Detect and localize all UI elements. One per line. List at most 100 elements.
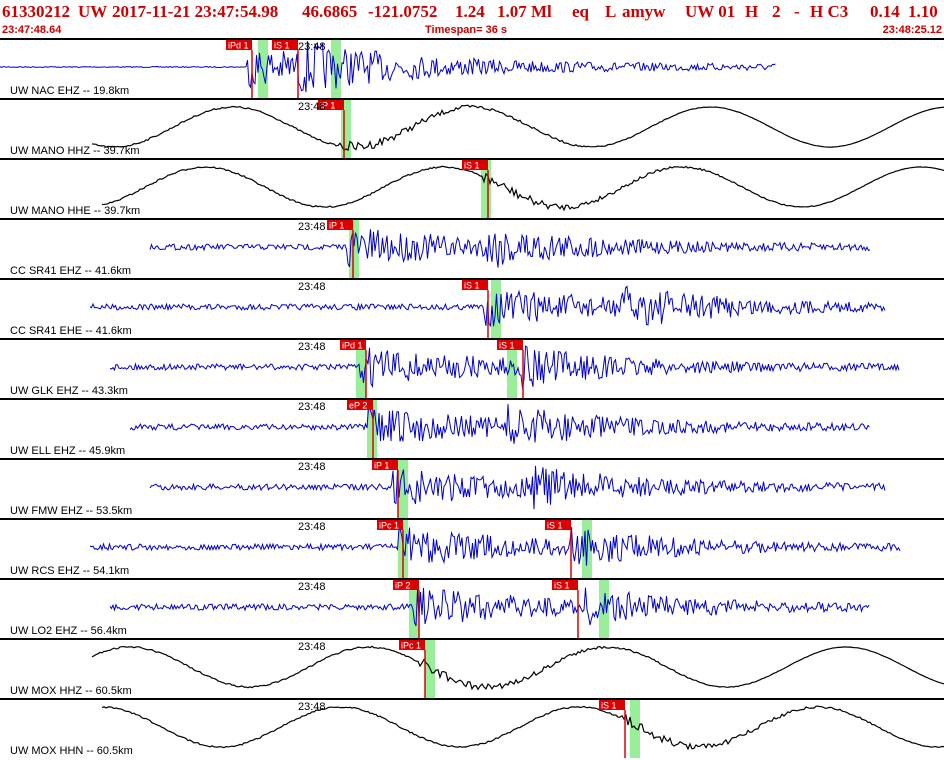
last-value: 1.10 (908, 2, 938, 21)
waveform-trace (149, 229, 871, 268)
seismogram-track[interactable]: iS 1 UW MANO HHE -- 39.7km (0, 158, 944, 218)
trace-canvas[interactable]: iP 1 (0, 460, 944, 518)
pick-flag[interactable] (545, 520, 571, 530)
event-header: 61330212 UW 2017-11-21 23:47:54.98 46.68… (0, 0, 944, 24)
pick-flag-label: iS 1 (499, 341, 515, 351)
pick-flag[interactable] (462, 280, 488, 290)
station-label: UW MANO HHE -- 39.7km (10, 205, 141, 217)
pick-window (398, 460, 408, 518)
pick-flag-label: iS 1 (554, 581, 570, 591)
pick-flag[interactable] (226, 40, 252, 50)
pick-flag[interactable] (340, 340, 366, 350)
seismogram-track[interactable]: iP 1 23:48 UW FMW EHZ -- 53.5km (0, 458, 944, 518)
time-tick-label: 23:48 (298, 641, 326, 653)
seismogram-panel[interactable]: iPd 1 iS 1 23:48 UW NAC EHZ -- 19.8km iP 1 23… (0, 38, 944, 760)
time-bar: 23:47:48.64 Timespan= 36 s 23:48:25.12 (0, 24, 944, 38)
trace-canvas[interactable]: iP 1 (0, 220, 944, 278)
trace-canvas[interactable]: iS 1 (0, 280, 944, 338)
pick-flag-label: iPc 1 (379, 521, 399, 531)
pick-flag[interactable] (399, 640, 425, 650)
pick-flag-label: iS 1 (601, 701, 617, 711)
pick-flag[interactable] (599, 700, 625, 710)
time-tick-label: 23:48 (298, 461, 326, 473)
trace-canvas[interactable]: iP 2 iS 1 (0, 580, 944, 638)
pick-window (331, 40, 341, 98)
pick-flag[interactable] (272, 40, 298, 50)
h-flag: H (745, 2, 759, 21)
seismogram-track[interactable]: eP 2 23:48 UW ELL EHZ -- 45.9km (0, 398, 944, 458)
pick-flag-label: iPc 1 (401, 641, 421, 651)
pick-flag[interactable] (318, 100, 344, 110)
trace-canvas[interactable]: iPc 1 iS 1 (0, 520, 944, 578)
waveform-trace (109, 345, 900, 389)
waveform-trace (101, 705, 944, 751)
pick-window (349, 220, 359, 278)
seismogram-track[interactable]: iP 1 23:48 UW MANO HHZ -- 39.7km (0, 98, 944, 158)
review-flag: L (605, 2, 617, 21)
time-tick-label: 23:48 (298, 701, 326, 713)
time-tick-label: 23:48 (298, 581, 326, 593)
timespan: Timespan= 36 s (425, 24, 508, 36)
time-tick-label: 23:48 (298, 41, 326, 53)
station-label: UW MOX HHN -- 60.5km (10, 745, 133, 757)
seismogram-track[interactable]: iPd 1 iS 1 23:48 UW GLK EHZ -- 43.3km (0, 338, 944, 398)
event-id: 61330212 (2, 2, 70, 21)
waveform-trace (91, 645, 944, 691)
station-label: CC SR41 EHZ -- 41.6km (10, 265, 132, 277)
field-2: 2 (772, 2, 781, 21)
waveform-trace (149, 465, 886, 510)
pick-flag-label: iS 1 (274, 41, 290, 51)
pick-flag[interactable] (372, 460, 398, 470)
pick-flag[interactable] (497, 340, 523, 350)
pick-flag-label: iP 1 (374, 461, 389, 471)
pick-flag-label: iS 1 (547, 521, 563, 531)
pick-window (630, 700, 640, 758)
station-label: CC SR41 EHE -- 41.6km (10, 325, 132, 337)
event-longitude: -121.0752 (368, 2, 438, 21)
trace-canvas[interactable]: iS 1 (0, 160, 944, 218)
pick-window (367, 400, 377, 458)
station-label: UW GLK EHZ -- 43.3km (10, 385, 128, 397)
trace-canvas[interactable]: iS 1 (0, 700, 944, 758)
seismogram-track[interactable]: iP 2 iS 1 23:48 UW LO2 EHZ -- 56.4km (0, 578, 944, 638)
seismogram-track[interactable]: iPc 1 23:48 UW MOX HHZ -- 60.5km (0, 638, 944, 698)
seismogram-track[interactable]: iS 1 23:48 UW MOX HHN -- 60.5km (0, 698, 944, 758)
quality: H C3 (810, 2, 849, 21)
station-label: UW MANO HHZ -- 39.7km (10, 145, 140, 157)
seismogram-track[interactable]: iS 1 23:48 CC SR41 EHE -- 41.6km (0, 278, 944, 338)
pick-window (341, 100, 351, 158)
trace-canvas[interactable]: iPc 1 (0, 640, 944, 698)
time-tick-label: 23:48 (298, 281, 326, 293)
pick-flag-label: iP 2 (395, 581, 410, 591)
seismogram-track[interactable]: iPd 1 iS 1 23:48 UW NAC EHZ -- 19.8km (0, 38, 944, 98)
time-tick-label: 23:48 (298, 401, 326, 413)
station-label: UW NAC EHZ -- 19.8km (10, 85, 130, 97)
origin-time: 2017-11-21 23:47:54.98 (112, 2, 279, 21)
time-tick-label: 23:48 (298, 341, 326, 353)
trace-canvas[interactable]: iPd 1 iS 1 (0, 340, 944, 398)
pick-flag[interactable] (552, 580, 578, 590)
trace-canvas[interactable]: iPd 1 iS 1 (0, 40, 944, 98)
event-type: eq (572, 2, 589, 21)
analyst: amyw (622, 2, 666, 21)
pick-window (507, 340, 517, 398)
station-label: UW FMW EHZ -- 53.5km (10, 505, 133, 517)
station-label: UW ELL EHZ -- 45.9km (10, 445, 126, 457)
pick-flag[interactable] (347, 400, 373, 410)
time-tick-label: 23:48 (298, 221, 326, 233)
pick-flag[interactable] (327, 220, 353, 230)
pick-flag[interactable] (462, 160, 488, 170)
time-tick-label: 23:48 (298, 521, 326, 533)
seismogram-track[interactable]: iP 1 23:48 CC SR41 EHZ -- 41.6km (0, 218, 944, 278)
pick-flag[interactable] (393, 580, 419, 590)
pick-flag[interactable] (377, 520, 403, 530)
event-magnitude: 1.07 Ml (497, 2, 552, 21)
dash: - (794, 2, 800, 21)
waveform-trace (101, 165, 944, 212)
rms: 0.14 (870, 2, 900, 21)
trace-canvas[interactable]: iP 1 (0, 100, 944, 158)
seismogram-track[interactable]: iPc 1 iS 1 23:48 UW RCS EHZ -- 54.1km (0, 518, 944, 578)
trace-canvas[interactable]: eP 2 (0, 400, 944, 458)
waveform-trace (0, 41, 776, 93)
pick-flag-label: iPd 1 (342, 341, 363, 351)
